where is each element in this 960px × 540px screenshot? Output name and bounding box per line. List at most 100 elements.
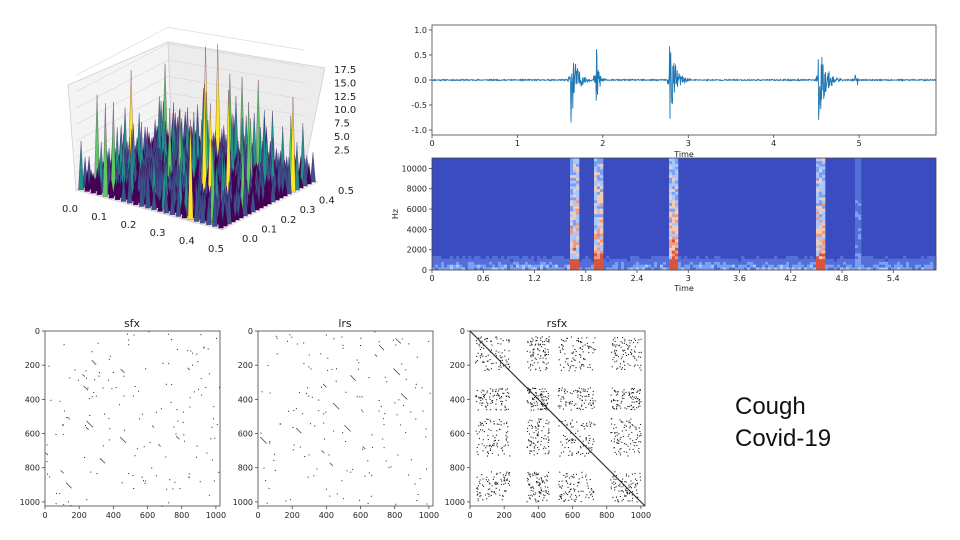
recurrence-point <box>629 393 631 395</box>
spectrogram-cell <box>594 230 598 234</box>
recurrence-point <box>590 346 592 348</box>
recurrence-point <box>578 481 580 483</box>
spectrogram-cell <box>675 244 679 248</box>
spectrogram-cell <box>642 264 646 268</box>
spectrogram-cell <box>612 267 616 271</box>
spectrogram-cell <box>576 239 580 243</box>
recurrence-point <box>548 340 550 342</box>
spectrogram-cell <box>873 261 877 265</box>
recurrence-point <box>546 338 548 340</box>
spectrogram-cell <box>570 230 574 234</box>
recurrence-point <box>534 397 536 399</box>
spectrogram-cell <box>435 256 439 260</box>
recurrence-point <box>487 360 489 362</box>
spectrogram-cell <box>843 261 847 265</box>
recurrence-point <box>501 356 503 358</box>
spectrogram-cell <box>486 256 490 260</box>
recurrence-point <box>535 430 537 432</box>
recurrence-point <box>632 448 634 450</box>
recurrence-segment <box>400 393 408 400</box>
recurrence-point <box>628 346 630 348</box>
recurrence-point <box>640 441 642 443</box>
recurrence-point <box>483 390 485 392</box>
recurrence-point <box>534 344 536 346</box>
spectrogram-cell <box>855 264 859 268</box>
recurrence-point <box>614 408 616 410</box>
spectrogram-cell <box>600 225 604 229</box>
recurrence-point <box>489 396 491 398</box>
recurrence-point <box>535 394 537 396</box>
recurrence-point <box>218 471 220 473</box>
recurrence-point <box>528 473 530 475</box>
recurrence-point <box>565 405 567 407</box>
spectrogram-cell <box>822 211 826 215</box>
spectrogram-cell <box>840 261 844 265</box>
spectrogram-cell <box>669 194 673 198</box>
recurrence-point <box>544 352 546 354</box>
spectrogram-cell <box>843 264 847 268</box>
recurrence-point <box>612 345 614 347</box>
recurrence-point <box>635 401 637 403</box>
recurrence-point <box>490 494 492 496</box>
spectrogram-cell <box>867 261 871 265</box>
spectrogram-cell <box>558 261 562 265</box>
recurrence-point <box>622 350 624 352</box>
surface-floor-gridline <box>221 181 319 231</box>
spectrogram-cell <box>669 174 673 178</box>
spectrogram-cell <box>852 267 856 271</box>
recurrence-point <box>151 467 153 469</box>
recurrence-point <box>570 423 572 425</box>
spectrogram-cell <box>732 258 736 262</box>
spectrogram-cell <box>600 253 604 257</box>
spectrogram-cell <box>660 258 664 262</box>
spectrogram-cell <box>570 236 574 240</box>
spectrogram-cell <box>570 202 574 206</box>
spectrogram-cell <box>570 233 574 237</box>
recurrence-point <box>540 487 542 489</box>
spectrogram-cell <box>672 264 676 268</box>
spectrogram-cell <box>570 200 574 204</box>
recurrence-point <box>632 398 634 400</box>
recurrence-point <box>619 448 621 450</box>
recurrence-point <box>529 344 531 346</box>
spectrogram-cell <box>822 177 826 181</box>
recurrence-point <box>578 495 580 497</box>
spectrogram-cell <box>927 256 931 260</box>
recurrence-point <box>627 500 629 502</box>
recurrence-point <box>496 399 498 401</box>
spectrogram-cell <box>597 219 601 223</box>
recurrence-point <box>547 402 549 404</box>
recurrence-point <box>537 348 539 350</box>
recurrence-point <box>634 358 636 360</box>
recurrence-point <box>203 346 205 348</box>
spectrogram-cell <box>576 188 580 192</box>
recurrence-point <box>631 424 633 426</box>
recurrence-point <box>611 387 613 389</box>
surface-spike <box>226 181 232 225</box>
spectrogram-cell <box>447 267 451 271</box>
recurrence-point <box>491 363 493 365</box>
recurrence-point <box>612 407 614 409</box>
recurrence-point <box>527 401 529 403</box>
recurrence-point <box>623 360 625 362</box>
recurrence-point <box>625 444 627 446</box>
recurrence-point <box>495 390 497 392</box>
recurrence-point <box>631 494 633 496</box>
spectrogram-cell <box>576 244 580 248</box>
recurrence-x-tick-label: 200 <box>285 511 300 520</box>
spectrogram-cell <box>570 219 574 223</box>
surface-spike <box>169 189 176 215</box>
recurrence-point <box>529 444 531 446</box>
recurrence-point <box>476 494 478 496</box>
recurrence-point <box>615 394 617 396</box>
recurrence-point <box>480 495 482 497</box>
recurrence-point <box>620 402 622 404</box>
spectrogram-cell <box>576 194 580 198</box>
recurrence-point <box>275 335 277 337</box>
recurrence-x-tick-label: 600 <box>140 511 155 520</box>
spectrogram-cell <box>450 261 454 265</box>
spectrogram-cell <box>576 202 580 206</box>
recurrence-point <box>489 393 491 395</box>
spectrogram-cell <box>714 258 718 262</box>
recurrence-point <box>610 488 612 490</box>
